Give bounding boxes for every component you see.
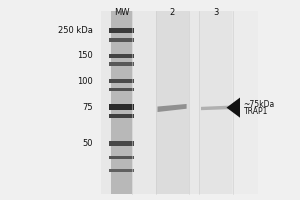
Text: 75: 75 (82, 103, 93, 112)
Bar (111, 11, 132, 194)
Text: 50: 50 (82, 139, 93, 148)
Bar (109, 88, 134, 91)
Text: 2: 2 (170, 8, 175, 17)
Bar (109, 38, 134, 42)
Bar (109, 169, 134, 172)
Bar (109, 62, 134, 66)
Text: MW: MW (114, 8, 129, 17)
Bar (109, 141, 134, 146)
Bar (156, 11, 189, 194)
Bar (109, 28, 134, 33)
Text: TRAP1: TRAP1 (244, 107, 268, 116)
Bar (232, 11, 258, 194)
Bar (109, 79, 134, 83)
Text: 150: 150 (77, 51, 93, 60)
Polygon shape (226, 98, 240, 118)
Bar (109, 54, 134, 58)
Text: 3: 3 (213, 8, 219, 17)
Text: 100: 100 (77, 77, 93, 86)
Bar (200, 11, 232, 194)
Text: ~75kDa: ~75kDa (244, 100, 275, 109)
Polygon shape (158, 104, 187, 112)
Text: 250 kDa: 250 kDa (58, 26, 93, 35)
Bar (100, 11, 258, 194)
Polygon shape (201, 106, 230, 110)
Bar (109, 104, 134, 110)
Bar (109, 156, 134, 159)
Bar (109, 114, 134, 118)
